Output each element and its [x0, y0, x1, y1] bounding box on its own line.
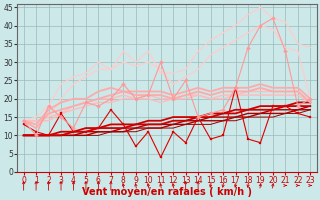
X-axis label: Vent moyen/en rafales ( km/h ): Vent moyen/en rafales ( km/h ) — [82, 187, 252, 197]
